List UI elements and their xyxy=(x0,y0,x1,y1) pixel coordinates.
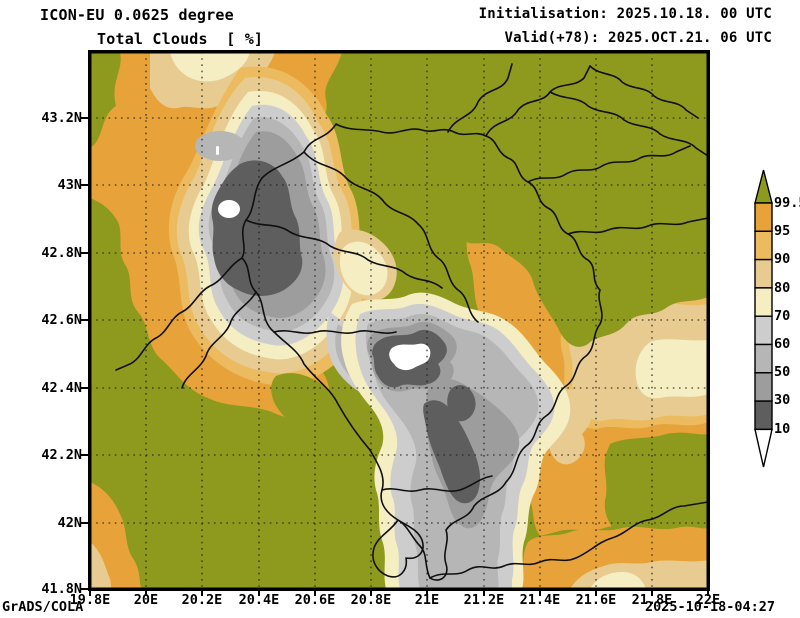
colorbar xyxy=(750,160,800,480)
colorbar-label: 90 xyxy=(774,251,791,267)
contour-nw-dark-core xyxy=(211,160,303,296)
map-canvas xyxy=(88,50,710,591)
admin-borders xyxy=(115,63,708,581)
colorbar-label: 30 xyxy=(774,392,791,408)
x-axis-label: 19.8E xyxy=(69,592,111,608)
contour-south-dark-band xyxy=(423,400,481,504)
x-axis-label: 21.2E xyxy=(463,592,505,608)
clear-spot-center xyxy=(389,343,431,371)
y-axis-label: 43.2N xyxy=(41,110,82,126)
colorbar-label: 50 xyxy=(774,364,791,380)
init-time-label: Initialisation: 2025.10.18. 00 UTC xyxy=(478,6,772,22)
model-title: ICON-EU 0.0625 degree xyxy=(40,6,234,24)
y-axis-label: 43N xyxy=(57,177,82,193)
valid-time-label: Valid(+78): 2025.OCT.21. 06 UTC xyxy=(504,30,772,46)
generation-timestamp: 2025-10-18-04:27 xyxy=(644,599,775,615)
x-axis-label: 21.4E xyxy=(519,592,561,608)
x-axis-label: 20E xyxy=(133,592,159,608)
grid-lines xyxy=(90,52,708,589)
y-axis-label: 42N xyxy=(57,515,82,531)
grads-credit: GrADS/COLA xyxy=(2,599,84,615)
y-axis-label: 41.8N xyxy=(41,581,82,597)
clear-spot-nw xyxy=(218,200,240,218)
colorbar-under-arrow xyxy=(754,428,773,468)
x-axis-label: 20.4E xyxy=(238,592,280,608)
colorbar-label: 99.5 xyxy=(774,195,800,211)
x-axis-label: 22E xyxy=(695,592,721,608)
x-axis-label: 21E xyxy=(414,592,440,608)
colorbar-label: 70 xyxy=(774,308,791,324)
colorbar-over-arrow xyxy=(754,169,773,204)
colorbar-label: 95 xyxy=(774,223,791,239)
y-axis-label: 42.6N xyxy=(41,312,82,328)
x-axis-label: 20.2E xyxy=(181,592,223,608)
cloud-cover-contour-map xyxy=(90,52,708,589)
y-axis-label: 42.4N xyxy=(41,380,82,396)
variable-title: Total Clouds [ %] xyxy=(97,30,264,48)
y-axis-label: 42.2N xyxy=(41,447,82,463)
contour-north-olive xyxy=(341,52,708,347)
colorbar-label: 80 xyxy=(774,280,791,296)
x-axis-label: 21.8E xyxy=(631,592,673,608)
x-axis-label: 20.8E xyxy=(350,592,392,608)
y-axis-label: 42.8N xyxy=(41,245,82,261)
x-axis-label: 21.6E xyxy=(575,592,617,608)
colorbar-label: 10 xyxy=(774,421,791,437)
colorbar-label: 60 xyxy=(774,336,791,352)
x-axis-label: 20.6E xyxy=(294,592,336,608)
